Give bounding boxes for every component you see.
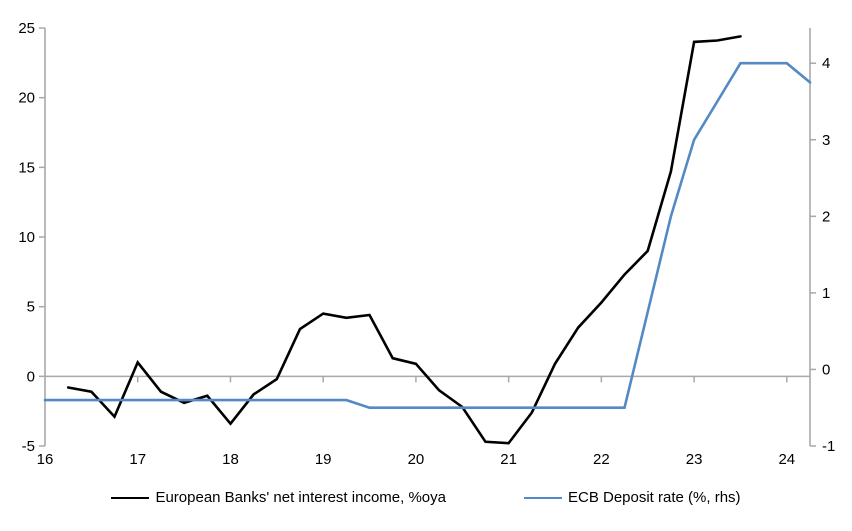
right-axis-tick-label: 0	[822, 361, 830, 378]
ecb-line-swatch	[523, 496, 562, 499]
x-axis-tick-label: 21	[500, 451, 517, 468]
x-axis-tick-label: 24	[778, 451, 795, 468]
nii-legend-label: European Banks' net interest income, %oy…	[155, 489, 446, 506]
left-axis-tick-label: 20	[18, 90, 35, 107]
x-axis-tick-label: 20	[408, 451, 425, 468]
x-axis-tick-label: 22	[593, 451, 610, 468]
right-axis-tick-label: 3	[822, 132, 830, 149]
right-axis-tick-label: 2	[822, 208, 830, 225]
legend-item-ecb: ECB Deposit rate (%, rhs)	[523, 489, 741, 506]
legend: European Banks' net interest income, %oy…	[0, 489, 852, 506]
x-axis-tick-label: 18	[222, 451, 239, 468]
left-axis-tick-label: 15	[18, 159, 35, 176]
x-axis-tick-label: 23	[686, 451, 703, 468]
right-axis-tick-label: -1	[822, 438, 835, 455]
x-axis-tick-label: 16	[37, 451, 54, 468]
right-axis-tick-label: 4	[822, 55, 830, 72]
left-axis-tick-label: 25	[18, 20, 35, 37]
left-axis-tick-label: -5	[22, 438, 35, 455]
nii-series-line	[66, 35, 742, 445]
ecb-legend-label: ECB Deposit rate (%, rhs)	[567, 489, 741, 506]
left-axis-tick-label: 0	[27, 368, 35, 385]
left-axis-tick-label: 10	[18, 229, 35, 246]
x-axis-tick-label: 17	[129, 451, 146, 468]
x-axis-tick-label: 19	[315, 451, 332, 468]
nii-line-swatch	[111, 496, 150, 499]
left-axis-tick-label: 5	[27, 299, 35, 316]
ecb-rate-series-line	[43, 61, 812, 410]
right-axis-tick-label: 1	[822, 285, 830, 302]
legend-item-nii: European Banks' net interest income, %oy…	[111, 489, 446, 506]
